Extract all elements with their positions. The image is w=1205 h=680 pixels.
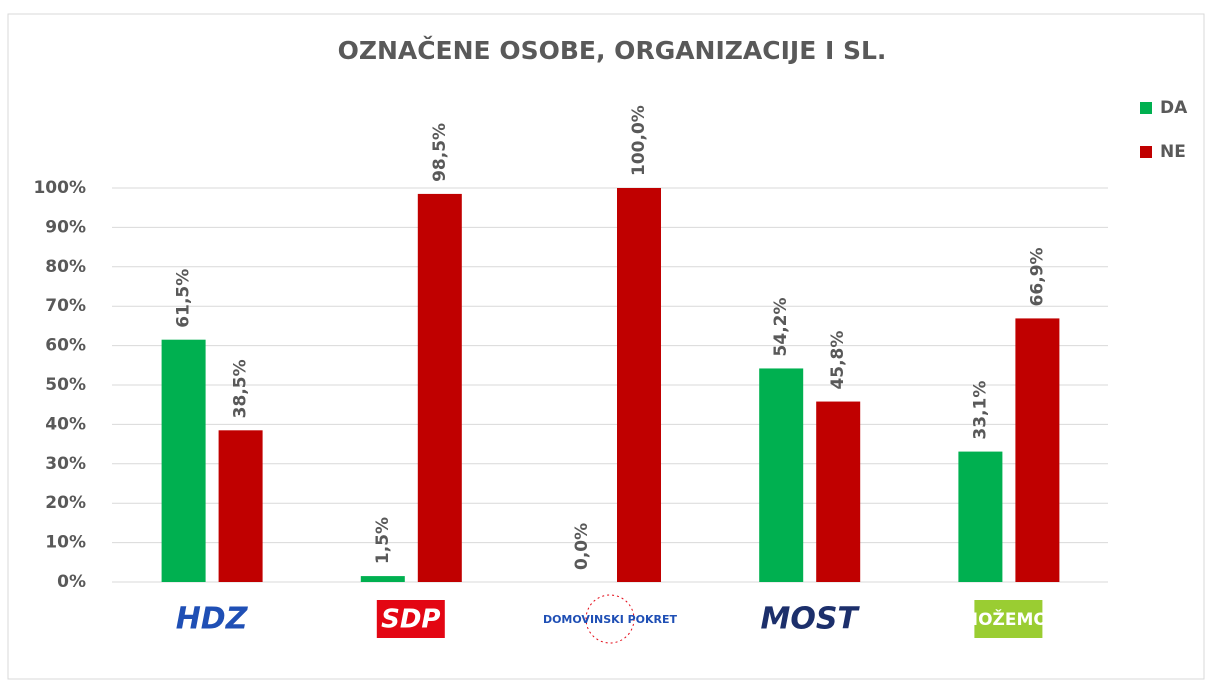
bar xyxy=(360,576,405,582)
x-tick-label: DOMOVINSKI POKRET xyxy=(543,613,678,626)
value-label: 0,0% xyxy=(572,523,592,570)
value-label: 45,8% xyxy=(828,331,848,390)
y-tick-label: 30% xyxy=(45,454,86,474)
bar xyxy=(161,339,206,582)
x-tick-label: MOST xyxy=(760,602,860,637)
value-label: 33,1% xyxy=(970,381,990,440)
legend-swatch xyxy=(1140,146,1152,158)
bar xyxy=(759,368,804,582)
logo-box xyxy=(974,600,1043,638)
logo-ring xyxy=(585,594,635,644)
x-tick-label: HDZ xyxy=(176,602,249,637)
y-tick-label: 90% xyxy=(45,217,86,237)
y-tick-label: 100% xyxy=(33,178,86,198)
legend-label: DA xyxy=(1160,98,1188,118)
bar xyxy=(958,451,1003,582)
y-tick-label: 70% xyxy=(45,296,86,316)
chart-border xyxy=(7,13,1205,680)
y-tick-label: 40% xyxy=(45,414,86,434)
bar xyxy=(218,430,263,582)
value-label: 38,5% xyxy=(231,359,251,418)
value-label: 54,2% xyxy=(771,297,791,356)
chart-title: OZNAČENE OSOBE, ORGANIZACIJE I SL. xyxy=(338,35,887,65)
y-tick-label: 80% xyxy=(45,257,86,277)
legend-swatch xyxy=(1140,102,1152,114)
y-tick-label: 0% xyxy=(57,572,86,592)
value-label: 100,0% xyxy=(629,105,649,176)
logo-box xyxy=(376,600,445,638)
bar xyxy=(617,188,661,582)
bar xyxy=(1015,318,1060,582)
bar xyxy=(417,193,462,582)
y-tick-label: 60% xyxy=(45,336,86,356)
x-tick-label: SDP xyxy=(381,605,440,635)
y-tick-label: 50% xyxy=(45,375,86,395)
x-tick-label: MOŽEMO! xyxy=(961,608,1055,630)
value-label: 66,9% xyxy=(1027,247,1047,306)
y-tick-label: 10% xyxy=(45,533,86,553)
y-tick-label: 20% xyxy=(45,493,86,513)
value-label: 98,5% xyxy=(430,123,450,182)
value-label: 1,5% xyxy=(373,517,393,564)
bar xyxy=(816,401,861,582)
legend-label: NE xyxy=(1160,142,1186,162)
value-label: 61,5% xyxy=(174,269,194,328)
